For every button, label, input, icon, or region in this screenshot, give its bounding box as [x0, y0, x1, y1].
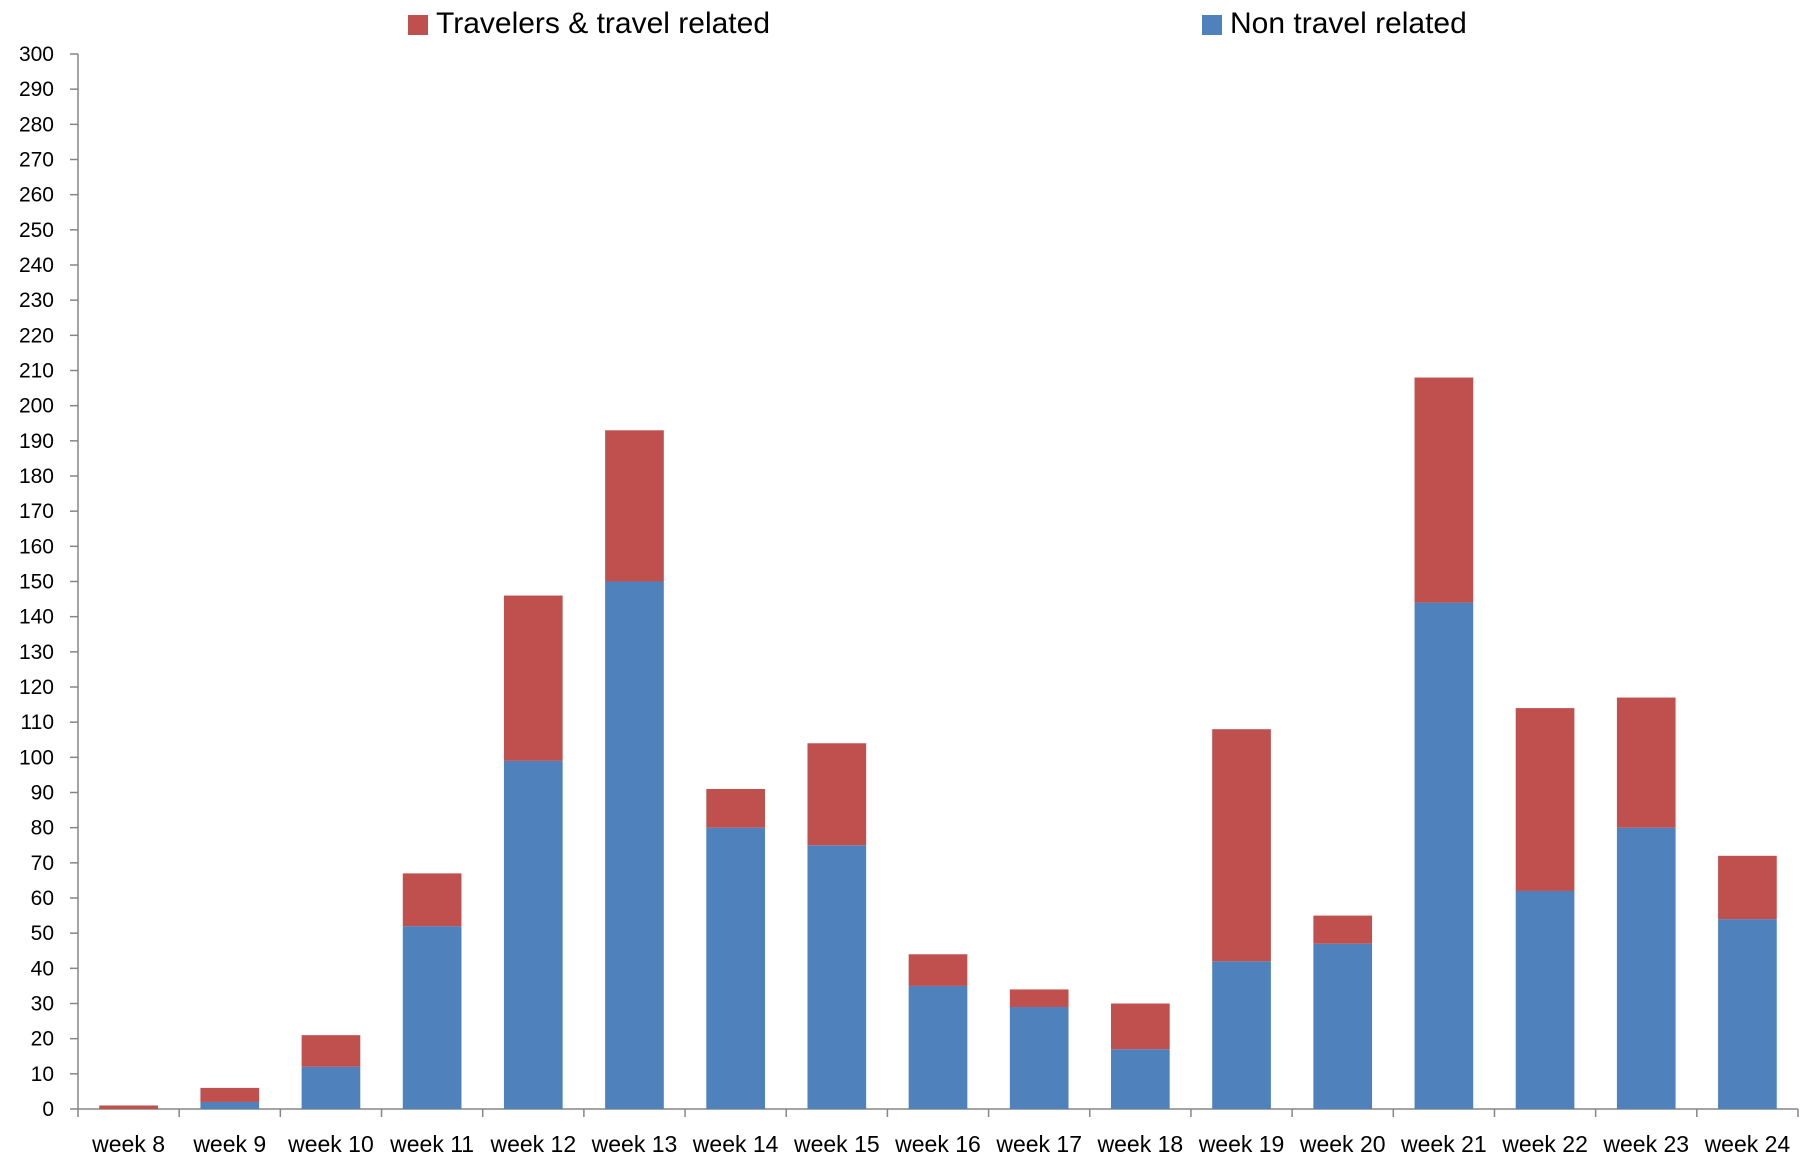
y-tick-label: 150 — [19, 571, 54, 594]
y-tick-label: 70 — [31, 852, 54, 875]
bar-travelers-travel-related — [301, 1035, 361, 1067]
x-tick-label: week 10 — [287, 1131, 374, 1157]
y-tick-label: 30 — [31, 993, 54, 1016]
y-tick-label: 120 — [19, 676, 54, 699]
x-axis: week 8 week 9 week 10 week 11 week 12 week 13… — [77, 1108, 1799, 1157]
y-tick-label: 80 — [31, 817, 54, 840]
bar-non-travel-related — [1616, 827, 1676, 1109]
y-tick-label: 0 — [42, 1098, 54, 1121]
bar-travelers-travel-related — [1616, 697, 1676, 828]
y-tick-label: 160 — [19, 535, 54, 558]
x-tick-label: week 12 — [489, 1131, 576, 1157]
bar-travelers-travel-related — [1313, 915, 1373, 944]
y-tick-label: 90 — [31, 782, 54, 805]
y-tick-label: 60 — [31, 887, 54, 910]
bar-non-travel-related — [1414, 602, 1474, 1109]
legend-label-travelers-travel-related: Travelers & travel related — [436, 7, 770, 40]
y-tick-label: 140 — [19, 606, 54, 629]
chart-legend: Travelers & travel related Non travel rel… — [408, 7, 1467, 40]
x-tick-label: week 20 — [1299, 1131, 1386, 1157]
bar-non-travel-related — [605, 581, 664, 1109]
x-tick-label: week 14 — [692, 1131, 779, 1157]
y-tick-label: 100 — [19, 746, 54, 769]
y-tick-label: 220 — [19, 324, 54, 347]
bar-non-travel-related — [1111, 1049, 1170, 1109]
y-tick-label: 110 — [21, 711, 54, 734]
y-tick-label: 10 — [31, 1063, 54, 1086]
y-tick-label: 240 — [19, 254, 54, 277]
y-axis: 0 10 20 30 40 50 60 70 80 90 100 110 120 130 140 150 160… — [19, 43, 79, 1121]
bar-non-travel-related — [807, 845, 867, 1109]
x-tick-label: week 17 — [995, 1131, 1082, 1157]
y-tick-label: 280 — [19, 113, 54, 136]
x-tick-label: week 24 — [1704, 1131, 1791, 1157]
y-tick-label: 200 — [19, 395, 54, 418]
y-tick-label: 130 — [19, 641, 54, 664]
legend-swatch-non-travel-related — [1202, 15, 1222, 35]
x-tick-label: week 22 — [1501, 1131, 1588, 1157]
x-tick-label: week 23 — [1602, 1131, 1689, 1157]
y-tick-label: 230 — [19, 289, 54, 312]
bar-non-travel-related — [402, 926, 462, 1109]
y-tick-label: 190 — [19, 430, 54, 453]
bar-non-travel-related — [503, 760, 563, 1109]
bar-travelers-travel-related — [200, 1087, 260, 1102]
bar-travelers-travel-related — [1111, 1003, 1170, 1050]
bar-travelers-travel-related — [706, 788, 765, 828]
x-tick-label: week 8 — [91, 1131, 165, 1157]
legend-swatch-travelers-travel-related — [408, 15, 428, 35]
bar-non-travel-related — [908, 985, 968, 1109]
x-tick-label: week 19 — [1198, 1131, 1285, 1157]
y-tick-label: 260 — [19, 184, 54, 207]
x-tick-label: week 16 — [894, 1131, 981, 1157]
y-tick-label: 250 — [19, 219, 54, 242]
bar-non-travel-related — [1718, 919, 1777, 1109]
bar-travelers-travel-related — [1009, 989, 1069, 1008]
bar-travelers-travel-related — [807, 743, 867, 846]
bar-non-travel-related — [706, 827, 765, 1109]
bar-travelers-travel-related — [1515, 708, 1575, 891]
bar-travelers-travel-related — [1718, 855, 1777, 920]
bar-non-travel-related — [1515, 890, 1575, 1109]
x-tick-label: week 9 — [192, 1131, 266, 1157]
bar-non-travel-related — [301, 1066, 361, 1109]
legend-label-non-travel-related: Non travel related — [1230, 7, 1467, 40]
x-tick-label: week 18 — [1097, 1131, 1184, 1157]
y-tick-label: 300 — [19, 43, 54, 66]
y-tick-label: 50 — [31, 922, 54, 945]
bar-non-travel-related — [1212, 961, 1271, 1109]
bar-non-travel-related — [200, 1101, 260, 1109]
bar-travelers-travel-related — [1414, 377, 1474, 603]
bar-travelers-travel-related — [908, 954, 968, 986]
x-tick-label: week 15 — [793, 1131, 880, 1157]
y-tick-label: 170 — [19, 500, 54, 523]
bars — [99, 377, 1777, 1109]
bar-travelers-travel-related — [605, 430, 664, 582]
bar-travelers-travel-related — [503, 595, 563, 761]
x-tick-label: week 13 — [591, 1131, 678, 1157]
bar-travelers-travel-related — [1212, 729, 1271, 962]
y-tick-label: 20 — [31, 1028, 54, 1051]
y-tick-label: 290 — [19, 78, 54, 101]
y-tick-label: 210 — [19, 360, 54, 383]
bar-non-travel-related — [1009, 1007, 1069, 1109]
bar-travelers-travel-related — [402, 873, 462, 927]
y-tick-label: 180 — [19, 465, 54, 488]
bar-travelers-travel-related — [99, 1105, 158, 1109]
y-tick-label: 270 — [19, 149, 54, 172]
bar-non-travel-related — [1313, 943, 1373, 1109]
y-tick-label: 40 — [31, 957, 54, 980]
x-tick-label: week 21 — [1400, 1131, 1487, 1157]
x-tick-label: week 11 — [389, 1131, 474, 1157]
